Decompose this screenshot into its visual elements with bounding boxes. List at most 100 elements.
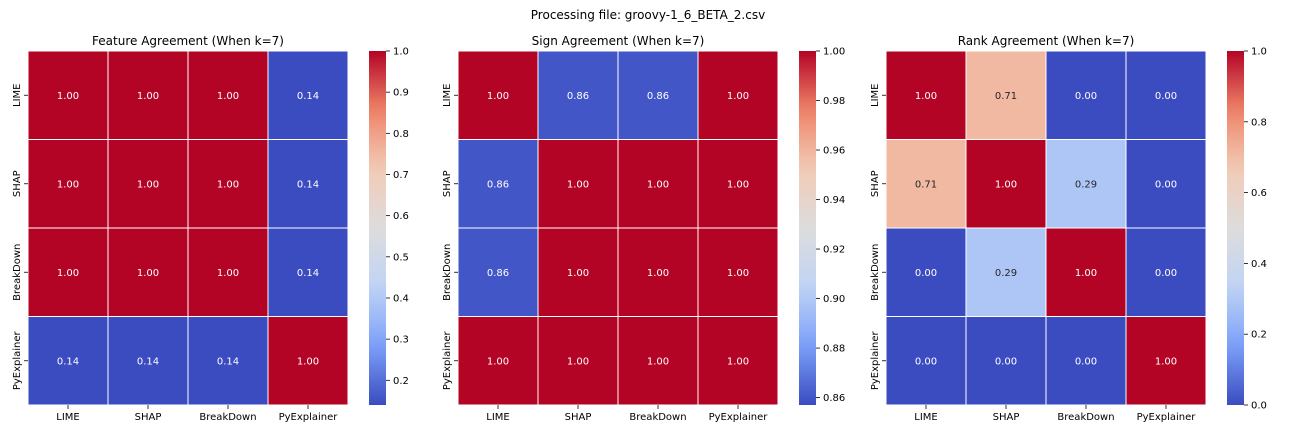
heatmap-cell [457,316,539,406]
cell-label: 0.86 [487,268,509,279]
x-tick-label: LIME [486,412,509,423]
cell-label: 1.00 [137,268,159,279]
colorbar-tick-label: 0.4 [1251,259,1267,270]
colorbar-tick-label: 0.92 [823,245,845,256]
cell-label: 0.00 [1155,268,1177,279]
cell-label: 1.00 [727,268,749,279]
colorbar-tick-label: 0.8 [1251,117,1267,128]
colorbar-tick-label: 1.00 [823,47,845,58]
y-tick-label: LIME [442,84,453,107]
heatmap-cell [107,50,189,140]
cell-label: 1.00 [567,268,589,279]
x-tick-label: PyExplainer [709,412,769,423]
heatmap-cell [107,139,189,229]
heatmap-cell [1045,50,1127,140]
cell-label: 0.29 [1075,179,1097,190]
colorbar-tick-label: 0.6 [1251,188,1267,199]
heatmap-cell [537,227,619,317]
cell-label: 1.00 [57,179,79,190]
cell-label: 0.00 [915,268,937,279]
cell-label: 1.00 [297,356,319,367]
colorbar-tick-label: 0.6 [393,211,409,222]
x-tick-label: PyExplainer [1137,412,1197,423]
heatmap-title: Feature Agreement (When k=7) [92,34,284,48]
heatmap-cell [1045,316,1127,406]
cell-label: 0.00 [995,356,1017,367]
heatmap-panel-2: Sign Agreement (When k=7) 1.00 0.86 0.86 1.0… [442,34,845,423]
x-tick-label: LIME [56,412,79,423]
heatmap-cell [697,50,779,140]
heatmap-panel-3: Rank Agreement (When k=7) 1.00 0.71 0.00 0.0… [870,34,1267,423]
cell-label: 0.14 [57,356,79,367]
y-tick-label: SHAP [870,170,881,197]
y-tick-label: LIME [12,84,23,107]
cell-label: 1.00 [727,91,749,102]
cell-label: 1.00 [487,356,509,367]
cell-label: 0.00 [1075,91,1097,102]
heatmap-cell [267,139,349,229]
cell-label: 1.00 [567,179,589,190]
heatmap-title: Sign Agreement (When k=7) [532,34,705,48]
colorbar [369,51,386,405]
cell-label: 0.00 [1075,356,1097,367]
cell-label: 0.00 [1155,179,1177,190]
cell-label: 1.00 [1155,356,1177,367]
colorbar-tick-label: 0.4 [393,293,409,304]
x-tick-label: PyExplainer [279,412,339,423]
cell-label: 0.29 [995,268,1017,279]
cell-label: 0.14 [297,179,319,190]
figure-suptitle: Processing file: groovy-1_6_BETA_2.csv [531,8,765,22]
y-tick-label: PyExplainer [870,330,881,390]
y-tick-label: SHAP [442,170,453,197]
cell-label: 0.71 [995,91,1017,102]
cell-label: 1.00 [727,356,749,367]
colorbar-tick-label: 1.0 [393,47,409,58]
colorbar-tick-label: 0.94 [823,195,845,206]
colorbar-tick-label: 0.9 [393,88,409,99]
cell-label: 1.00 [567,356,589,367]
heatmap-cell [885,50,967,140]
colorbar-tick-label: 0.90 [823,294,845,305]
heatmap-cell [617,139,699,229]
cell-label: 0.14 [297,268,319,279]
cell-label: 1.00 [647,356,669,367]
cell-label: 1.00 [57,91,79,102]
cell-label: 0.00 [915,356,937,367]
y-tick-label: BreakDown [442,244,453,301]
heatmap-title: Rank Agreement (When k=7) [958,34,1135,48]
colorbar-tick-label: 0.0 [1251,401,1267,412]
heatmap-cell [107,316,189,406]
cell-label: 1.00 [995,179,1017,190]
heatmap-cell [1125,227,1207,317]
x-tick-label: BreakDown [199,412,256,423]
colorbar-tick-label: 0.98 [823,96,845,107]
heatmap-cell [27,50,109,140]
cell-label: 0.14 [217,356,239,367]
heatmap-cell [697,227,779,317]
heatmap-cell [267,50,349,140]
heatmap-cell [457,139,539,229]
y-tick-label: PyExplainer [442,330,453,390]
x-tick-label: SHAP [135,412,162,423]
cell-label: 1.00 [217,179,239,190]
colorbar-tick-label: 0.86 [823,393,845,404]
heatmap-cell [697,139,779,229]
cell-label: 0.14 [297,91,319,102]
x-tick-label: BreakDown [1057,412,1114,423]
colorbar-tick-label: 0.96 [823,146,845,157]
colorbar-tick-label: 1.0 [1251,47,1267,58]
heatmap-cell [885,139,967,229]
heatmap-cell [965,316,1047,406]
colorbar [1227,51,1244,405]
heatmap-cell [537,139,619,229]
heatmap-cell [457,50,539,140]
colorbar-tick-label: 0.2 [1251,330,1267,341]
heatmap-cell [267,227,349,317]
y-tick-label: SHAP [12,170,23,197]
cell-label: 1.00 [137,179,159,190]
heatmap-cell [27,316,109,406]
colorbar-tick-label: 0.5 [393,252,409,263]
y-tick-label: LIME [870,84,881,107]
colorbar-tick-label: 0.88 [823,344,845,355]
